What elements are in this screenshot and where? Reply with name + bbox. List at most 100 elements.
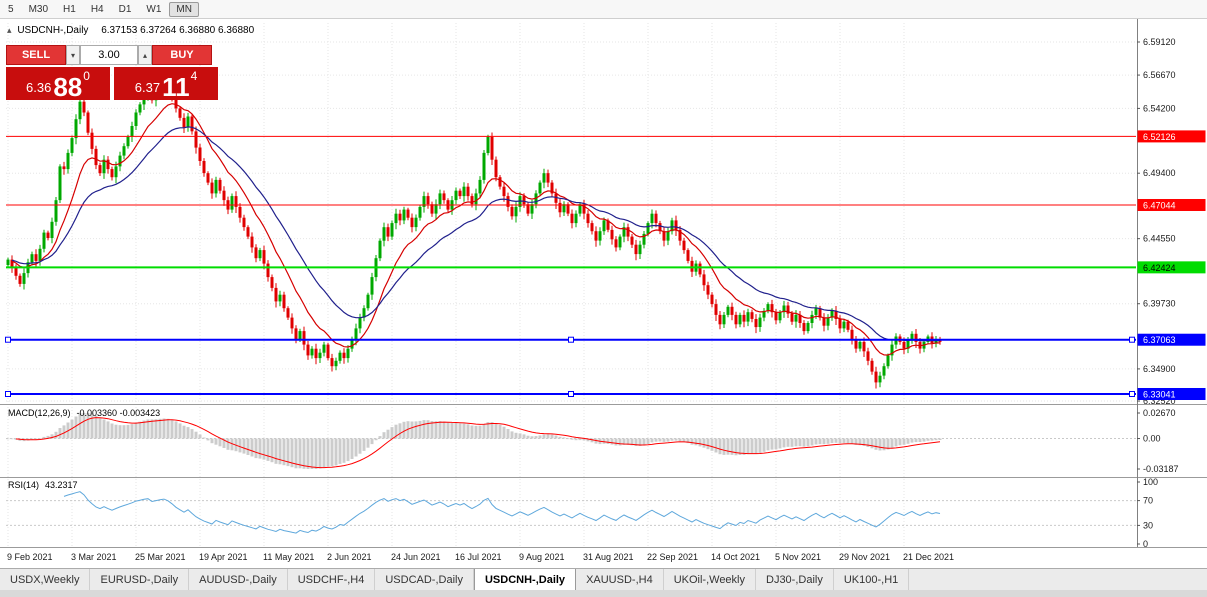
rsi-axis-tick: 100 <box>1143 477 1158 487</box>
time-axis[interactable]: 9 Feb 2021 3 Mar 2021 25 Mar 2021 19 Apr 20… <box>7 552 954 562</box>
date-label: 16 Jul 2021 <box>455 552 502 562</box>
price-axis-tick: 6.32520 <box>1143 396 1176 406</box>
chart-ohlc-values: 6.37153 6.37264 6.36880 6.36880 <box>101 25 255 36</box>
macd-signal-line <box>15 417 941 469</box>
price-level-tag <box>1137 387 1206 400</box>
level-line-handle[interactable] <box>5 390 11 397</box>
sell-price-pip-digit: 0 <box>83 69 90 83</box>
timeframe-button-m30[interactable]: M30 <box>28 3 49 15</box>
chart-tab-ukoil-weekly[interactable]: UKOil-,Weekly <box>664 569 756 590</box>
price-axis-tick: 6.44550 <box>1143 234 1176 244</box>
date-label: 24 Jun 2021 <box>391 552 441 562</box>
chart-tab-dj30-daily[interactable]: DJ30-,Daily <box>756 569 834 590</box>
timeframe-button-h1[interactable]: H1 <box>63 3 76 15</box>
price-axis-tick: 6.56670 <box>1143 70 1176 80</box>
date-label: 11 May 2021 <box>263 552 314 562</box>
chart-symbol-label: USDCNH-,Daily <box>17 25 89 36</box>
date-label: 31 Aug 2021 <box>583 552 634 562</box>
price-axis[interactable]: 6.59120 6.56670 6.54200 6.49400 6.44550 6.397… <box>1137 37 1206 549</box>
price-level-tag <box>1137 130 1206 143</box>
chart-tab-usdcad-daily[interactable]: USDCAD-,Daily <box>375 569 474 590</box>
date-label: 9 Feb 2021 <box>7 552 53 562</box>
macd-histogram <box>6 413 942 469</box>
level-line-handle[interactable] <box>1129 336 1135 343</box>
price-level-tag-text: 6.37063 <box>1143 335 1176 345</box>
chart-tab-bar: USDX,Weekly EURUSD-,Daily AUDUSD-,Daily USD… <box>0 568 1207 590</box>
price-axis-tick: 6.34900 <box>1143 364 1176 374</box>
sell-price-display[interactable]: 6.36 88 0 <box>6 67 110 100</box>
macd-axis-tick: -0.03187 <box>1143 464 1179 474</box>
price-axis-tick: 6.59120 <box>1143 37 1176 47</box>
date-label: 9 Aug 2021 <box>519 552 565 562</box>
grid <box>6 23 1136 547</box>
level-line-handle[interactable] <box>568 336 574 343</box>
price-level-tag-text: 6.52126 <box>1143 132 1176 142</box>
date-label: 22 Sep 2021 <box>647 552 698 562</box>
level-line-handle[interactable] <box>1129 390 1135 397</box>
volume-up-button[interactable]: ▴ <box>138 45 152 65</box>
timeframe-button-w1[interactable]: W1 <box>146 3 162 15</box>
price-axis-tick: 6.54200 <box>1143 103 1176 113</box>
date-label: 5 Nov 2021 <box>775 552 821 562</box>
price-level-tag-text: 6.42424 <box>1143 263 1176 273</box>
macd-values: -0.003360 -0.003423 <box>76 408 161 418</box>
macd-axis-tick: 0.02670 <box>1143 408 1176 418</box>
level-line-handle[interactable] <box>5 336 11 343</box>
price-level-tag <box>1137 198 1206 211</box>
volume-input[interactable] <box>80 45 138 65</box>
macd-name: MACD(12,26,9) <box>8 408 71 418</box>
buy-price-display[interactable]: 6.37 11 4 <box>114 67 218 100</box>
chart-tab-uk100-h1[interactable]: UK100-,H1 <box>834 569 910 590</box>
moving-average-line-12 <box>11 103 941 356</box>
rsi-indicator-label: RSI(14) 43.2317 <box>8 480 78 490</box>
timeframe-button-d1[interactable]: D1 <box>118 3 132 15</box>
chart-title: ▴ USDCNH-,Daily 6.37153 6.37264 6.36880 … <box>7 25 254 36</box>
rsi-value: 43.2317 <box>45 480 78 490</box>
price-level-tag <box>1137 333 1206 346</box>
date-label: 29 Nov 2021 <box>839 552 890 562</box>
price-axis-tick: 6.39730 <box>1143 299 1176 309</box>
sell-price-prefix: 6.36 <box>26 80 52 95</box>
buy-button[interactable]: BUY <box>152 45 212 65</box>
price-axis-tick: 6.49400 <box>1143 168 1176 178</box>
volume-dropdown-button[interactable]: ▾ <box>66 45 80 65</box>
chart-canvas[interactable]: 6.59120 6.56670 6.54200 6.49400 6.44550 6.397… <box>0 19 1207 568</box>
date-label: 2 Jun 2021 <box>327 552 372 562</box>
rsi-name: RSI(14) <box>8 480 40 490</box>
date-label: 25 Mar 2021 <box>135 552 186 562</box>
sell-price-big-digits: 88 <box>53 71 83 102</box>
chart-tab-audusd-daily[interactable]: AUDUSD-,Daily <box>189 569 288 590</box>
buy-price-pip-digit: 4 <box>190 69 198 83</box>
price-level-tag <box>1137 261 1206 274</box>
candlesticks <box>6 78 942 389</box>
macd-axis-tick: 0.00 <box>1143 434 1161 444</box>
one-click-panel-toggle-icon[interactable]: ▴ <box>7 25 12 35</box>
sell-button[interactable]: SELL <box>6 45 66 65</box>
timeframe-button-mn[interactable]: MN <box>169 1 199 17</box>
chart-tab-usdx-weekly[interactable]: USDX,Weekly <box>0 569 91 590</box>
rsi-axis-tick: 30 <box>1143 520 1153 530</box>
level-line-handle[interactable] <box>568 390 574 397</box>
chart-tab-xauusd-h4[interactable]: XAUUSD-,H4 <box>576 569 664 590</box>
date-label: 14 Oct 2021 <box>711 552 760 562</box>
buy-price-big-digits: 11 <box>162 71 190 102</box>
date-label: 21 Dec 2021 <box>903 552 954 562</box>
price-level-tag-text: 6.33041 <box>1143 389 1176 399</box>
one-click-trading-panel: SELL ▾ ▴ BUY 6.36 88 0 6.37 11 4 <box>6 45 218 100</box>
chart-window: 6.59120 6.56670 6.54200 6.49400 6.44550 6.397… <box>0 19 1207 568</box>
buy-price-prefix: 6.37 <box>134 80 161 95</box>
macd-indicator-label: MACD(12,26,9) -0.003360 -0.003423 <box>8 408 160 418</box>
rsi-axis-tick: 70 <box>1143 496 1153 506</box>
chart-tab-eurusd-daily[interactable]: EURUSD-,Daily <box>90 569 190 590</box>
timeframe-button-h4[interactable]: H4 <box>90 3 104 15</box>
rsi-axis-tick: 0 <box>1143 539 1148 549</box>
price-level-tag-text: 6.47044 <box>1143 200 1176 210</box>
date-label: 3 Mar 2021 <box>71 552 117 562</box>
timeframe-toolbar: 5 M30 H1 H4 D1 W1 MN <box>0 0 1207 19</box>
chart-tab-usdcnh-daily[interactable]: USDCNH-,Daily <box>473 569 577 590</box>
chart-tab-usdchf-h4[interactable]: USDCHF-,H4 <box>288 569 376 590</box>
timeframe-button-5[interactable]: 5 <box>8 3 14 15</box>
rsi-line <box>63 491 941 534</box>
date-label: 19 Apr 2021 <box>199 552 248 562</box>
moving-average-line-26 <box>11 126 941 342</box>
